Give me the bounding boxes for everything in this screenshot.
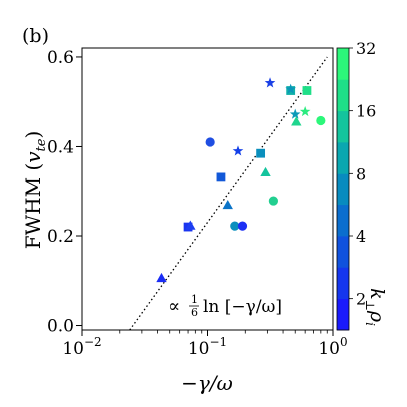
y-tick-label: 0.2: [47, 227, 74, 247]
x-axis-ticks: 10−2 10−1 100: [62, 330, 348, 359]
colorbar-band: [337, 142, 349, 174]
data-point-circle: [316, 115, 326, 126]
colorbar-band: [337, 173, 349, 206]
x-tick-label: 100: [318, 335, 347, 359]
fit-line: [129, 56, 328, 330]
fit-line-path: [129, 56, 328, 330]
colorbar-band: [337, 204, 349, 237]
colorbar-ticks: 2 4 8 16 32: [349, 39, 376, 309]
data-point-star: [264, 77, 276, 88]
colorbar-tick-label: 4: [356, 227, 366, 246]
data-point-triangle: [222, 199, 233, 210]
data-point-square: [302, 86, 312, 95]
y-axis-label-v: v: [21, 151, 45, 163]
colorbar-tick-label: 32: [356, 39, 376, 58]
data-point-circle: [205, 137, 215, 147]
data-point-star: [285, 83, 296, 94]
y-tick-label: 0.4: [47, 137, 74, 157]
x-tick-label: 10−2: [62, 335, 101, 359]
plot-frame: [81, 47, 334, 331]
data-points: [156, 77, 326, 283]
data-point-triangle: [260, 166, 271, 177]
colorbar-label: k⊥ρi: [363, 288, 388, 326]
fit-annotation-num: 1: [191, 293, 198, 306]
colorbar-band: [337, 48, 349, 80]
y-tick-label: 0.0: [47, 317, 74, 337]
y-axis-label-sub: te: [34, 138, 49, 151]
colorbar-band: [337, 267, 349, 300]
data-point-triangle: [156, 272, 167, 283]
y-axis-label-close: ): [21, 131, 45, 139]
y-axis-label: FWHM (vte): [21, 131, 49, 250]
data-point-star: [232, 145, 244, 156]
y-tick-label: 0.6: [47, 48, 74, 68]
y-axis-ticks: 0.0 0.2 0.4 0.6: [47, 48, 82, 337]
data-point-star: [299, 105, 311, 117]
colorbar-tick-label: 16: [356, 102, 376, 121]
colorbar-tick-label: 2: [356, 290, 366, 309]
colorbar-band: [337, 236, 349, 268]
colorbar-frame: [336, 47, 350, 331]
colorbar: [336, 47, 350, 331]
data-point-triangle: [185, 220, 196, 230]
fit-annotation-prefix: ∝: [168, 296, 180, 317]
plot-area: [81, 47, 334, 331]
fit-annotation: ∝ 1 6 ln [−γ/ω]: [168, 293, 282, 319]
y-axis-label-main: FWHM (: [21, 163, 45, 250]
colorbar-band: [337, 298, 349, 331]
colorbar-tick-label: 8: [356, 164, 366, 183]
data-point-triangle: [291, 116, 302, 126]
data-point-square: [216, 172, 226, 182]
fit-annotation-den: 6: [191, 306, 198, 319]
x-tick-label: 10−1: [188, 335, 227, 359]
colorbar-band: [337, 79, 349, 112]
x-axis-label: −γ/ω: [181, 371, 233, 395]
data-point-square: [256, 148, 266, 158]
data-point-circle: [237, 221, 248, 231]
fit-annotation-body: ln [−γ/ω]: [203, 297, 282, 317]
panel-label: (b): [22, 25, 49, 47]
data-point-circle: [230, 221, 240, 231]
data-point-star: [289, 108, 301, 119]
data-point-circle: [268, 196, 278, 206]
colorbar-band: [337, 110, 349, 143]
